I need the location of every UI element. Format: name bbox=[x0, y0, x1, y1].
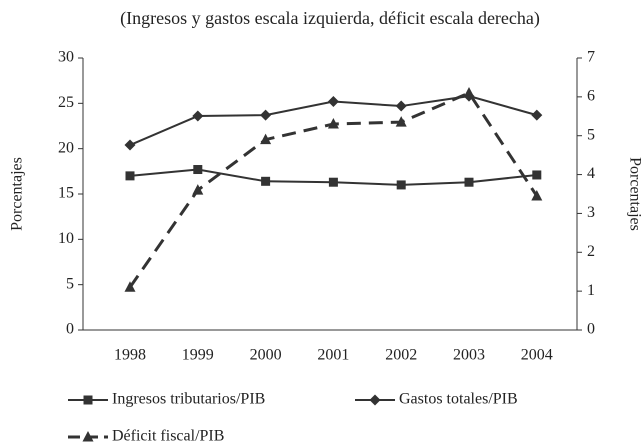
marker-diamond bbox=[260, 109, 272, 121]
x-tick-label: 2002 bbox=[385, 347, 417, 364]
marker-triangle bbox=[192, 184, 204, 195]
chart-title: (Ingresos y gastos escala izquierda, déf… bbox=[120, 8, 540, 29]
y2-tick-label: 2 bbox=[587, 243, 595, 260]
marker-square bbox=[464, 177, 474, 187]
legend-label: Gastos totales/PIB bbox=[399, 391, 518, 408]
marker-diamond bbox=[327, 96, 339, 108]
marker-triangle bbox=[124, 281, 136, 292]
marker-triangle bbox=[531, 189, 543, 201]
marker-triangle bbox=[463, 86, 475, 98]
y2-tick-label: 7 bbox=[587, 49, 595, 66]
y2-tick-label: 0 bbox=[587, 321, 595, 338]
legend-marker bbox=[83, 395, 93, 405]
y-axis-label: Porcentajes bbox=[9, 157, 26, 231]
marker-square bbox=[261, 176, 271, 186]
y2-tick-label: 6 bbox=[587, 88, 595, 105]
legend-label: Ingresos tributarios/PIB bbox=[112, 391, 265, 408]
marker-square bbox=[532, 170, 542, 180]
marker-diamond bbox=[124, 139, 136, 151]
x-tick-label: 2001 bbox=[317, 347, 349, 364]
marker-square bbox=[125, 171, 135, 181]
marker-triangle bbox=[260, 133, 272, 145]
y-tick-label: 25 bbox=[58, 94, 74, 111]
legend-marker bbox=[82, 431, 94, 442]
y-tick-label: 15 bbox=[58, 185, 74, 202]
x-tick-label: 2004 bbox=[521, 347, 553, 364]
x-tick-label: 1999 bbox=[182, 347, 214, 364]
marker-triangle bbox=[395, 116, 407, 127]
y-tick-label: 10 bbox=[58, 230, 74, 247]
y2-axis-label: Porcentajes bbox=[626, 157, 643, 231]
y-tick-label: 5 bbox=[66, 275, 74, 292]
x-tick-label: 2000 bbox=[250, 347, 282, 364]
y2-tick-label: 1 bbox=[587, 282, 595, 299]
marker-square bbox=[396, 180, 406, 190]
marker-diamond bbox=[192, 110, 204, 122]
y-tick-label: 20 bbox=[58, 139, 74, 156]
marker-square bbox=[193, 165, 203, 175]
y2-tick-label: 5 bbox=[587, 126, 595, 143]
legend-marker bbox=[369, 394, 381, 406]
y-tick-label: 0 bbox=[66, 321, 74, 338]
y2-tick-label: 4 bbox=[587, 165, 595, 182]
x-tick-label: 1998 bbox=[114, 347, 146, 364]
marker-diamond bbox=[395, 100, 407, 112]
marker-diamond bbox=[531, 109, 543, 121]
legend-label: Déficit fiscal/PIB bbox=[112, 428, 224, 445]
y-tick-label: 30 bbox=[58, 49, 74, 66]
marker-triangle bbox=[327, 118, 339, 129]
y2-tick-label: 3 bbox=[587, 204, 595, 221]
marker-square bbox=[328, 177, 338, 187]
x-tick-label: 2003 bbox=[453, 347, 485, 364]
